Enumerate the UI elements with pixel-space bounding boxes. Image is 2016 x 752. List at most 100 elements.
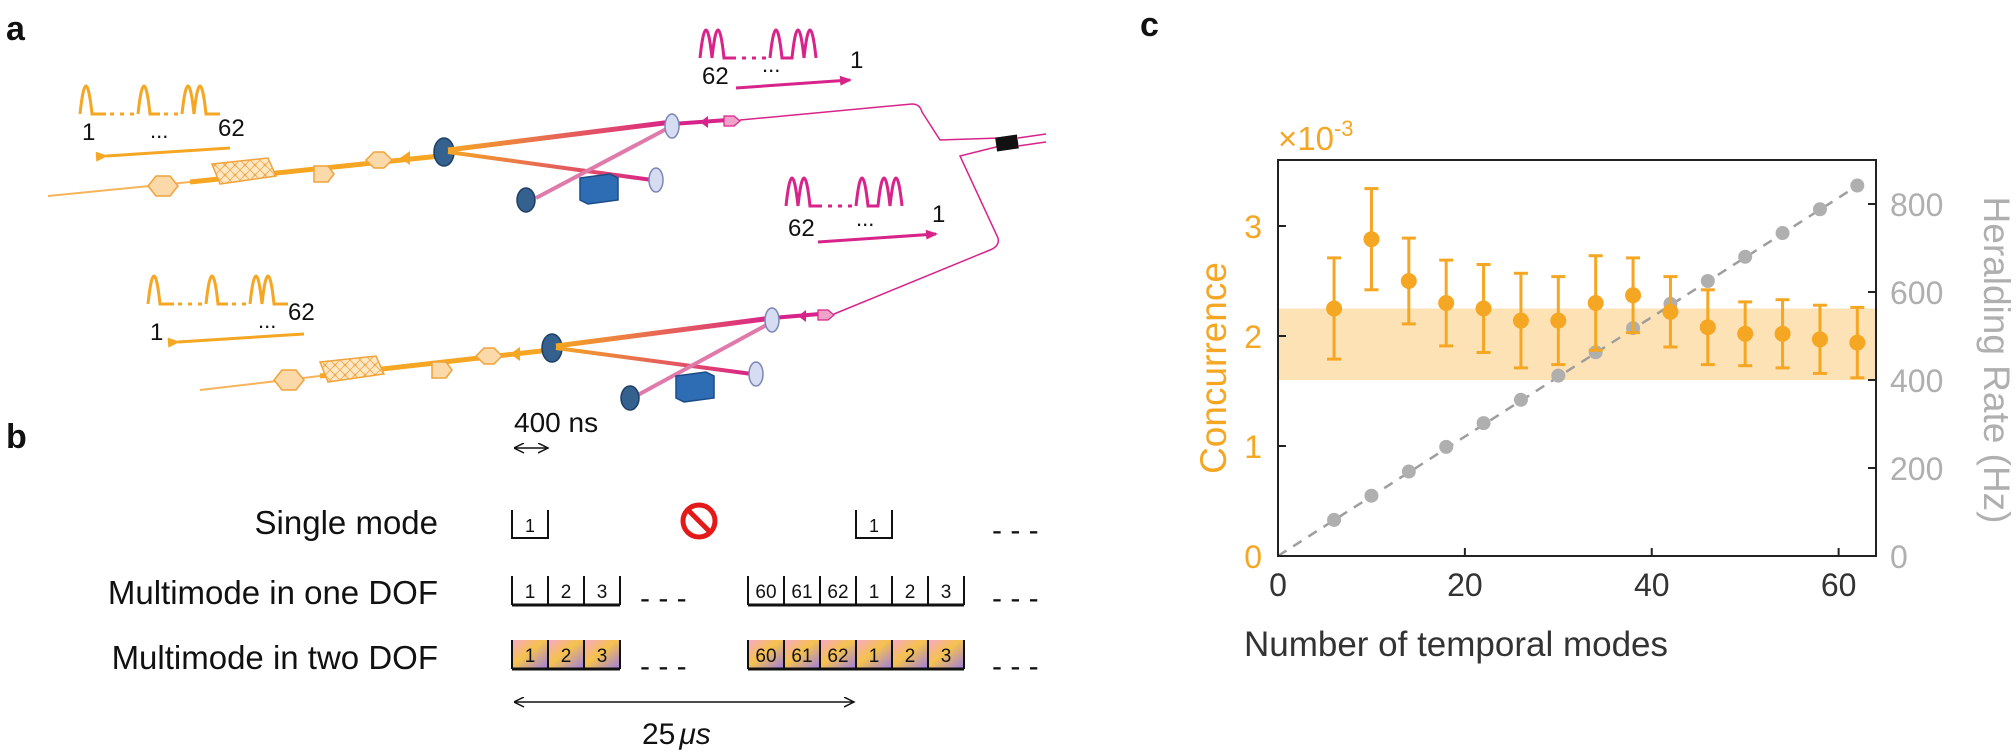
right-tick-label: 0 [1890, 539, 1908, 575]
fiber-top [739, 103, 1001, 141]
row-label-single: Single mode [255, 504, 438, 541]
signal-bottom-first: 62 [788, 215, 815, 242]
beam-bottom-diag [555, 315, 773, 349]
svg-text:1: 1 [525, 646, 536, 667]
concurrence-point [1512, 271, 1529, 370]
mode-cell: 2 [891, 640, 928, 669]
rate-point [1476, 416, 1491, 431]
row-label-multi-two: Multimode in two DOF [112, 639, 438, 676]
mode-cell: 61 [783, 576, 813, 605]
rate-point [1775, 226, 1790, 241]
signal-bottom-dots: ... [856, 206, 874, 231]
svg-text:2: 2 [561, 646, 572, 667]
right-axis-ticks: 0 200 400 600 800 [1868, 187, 1943, 575]
panel-a-setup: 62 ... 1 1 ... 62 62 ... 1 1 ... 62 [47, 28, 1047, 411]
signal-top-dots: ... [762, 52, 780, 77]
mode-cell: 2 [547, 640, 584, 669]
mode-cell: 3 [583, 640, 620, 669]
rate-point [1738, 249, 1753, 264]
concurrence-point [1326, 256, 1343, 361]
beam-bottom-cross-2 [635, 320, 773, 398]
mode-cell: 3 [583, 576, 608, 605]
idler-bottom-arrow [167, 332, 305, 348]
signal-bottom-arrow [817, 229, 938, 244]
mode-cell: 3 [927, 640, 964, 669]
panel-label-b: b [6, 418, 27, 456]
pbs-top [579, 173, 619, 205]
rate-point [1513, 392, 1528, 407]
crystal-top [210, 157, 278, 185]
svg-text:2: 2 [561, 582, 572, 603]
beam-bottom-cross-1 [555, 346, 753, 376]
lens-top-2 [313, 165, 335, 183]
x-tick-label: 60 [1821, 567, 1857, 603]
concurrence-point [1550, 275, 1567, 367]
plot-frame [1277, 159, 1877, 557]
pulse-width-label: 400 ns [514, 407, 598, 438]
rate-point [1327, 512, 1342, 527]
x-tick-label: 40 [1634, 567, 1670, 603]
signal-top-first: 62 [702, 63, 729, 90]
pulse-train-signal-bottom: 62 ... 1 [784, 176, 945, 244]
lens-top-3 [364, 151, 394, 169]
upper-memory-setup [47, 103, 1001, 213]
beam-top-cross-1 [447, 150, 653, 182]
svg-text:3: 3 [597, 582, 608, 603]
svg-text:2: 2 [905, 646, 916, 667]
waveplate-top [400, 151, 410, 165]
lens-top-1 [147, 175, 179, 197]
mode-cell: 3 [927, 576, 951, 605]
concurrence-point [1774, 298, 1791, 370]
fiber-beam-splitter [995, 133, 1047, 152]
x-tick-label: 0 [1269, 567, 1287, 603]
right-tick-label: 400 [1890, 363, 1943, 399]
concurrence-point [1438, 258, 1455, 348]
coupler-top-2 [723, 115, 741, 127]
mode-cell: 1 [855, 640, 892, 669]
pulse-train-signal-top: 62 ... 1 [698, 28, 863, 90]
waveplate-bottom [510, 347, 520, 361]
ellipsis-one-a: - - - [640, 582, 687, 615]
mode-cell: 2 [547, 576, 572, 605]
mode-cell: 1 [511, 640, 548, 669]
concurrence-point [1625, 256, 1642, 335]
idler-bottom-first: 1 [150, 319, 163, 346]
right-tick-label: 600 [1890, 275, 1943, 311]
mode-cell: 60 [747, 640, 784, 669]
svg-text:60: 60 [755, 582, 776, 603]
lower-memory-setup [199, 145, 1001, 411]
rate-point [1700, 274, 1715, 288]
mirror-top-2 [516, 187, 536, 213]
crystal-bottom [318, 355, 386, 383]
svg-text:62: 62 [827, 646, 848, 667]
multimode-one-second-group: 60 61 62 1 2 3 [747, 576, 965, 607]
mirror-bottom-2 [620, 385, 640, 411]
ellipsis-two-a: - - - [640, 650, 687, 683]
x-axis-ticks: 0 20 40 60 [1269, 548, 1856, 603]
single-mode-cell-2: 1 [855, 510, 893, 539]
svg-text:61: 61 [791, 582, 812, 603]
rate-point [1588, 345, 1603, 360]
signal-top-arrow [735, 75, 852, 90]
svg-text:3: 3 [597, 646, 608, 667]
right-axis-label: Heralding Rate (Hz) [1976, 197, 2016, 524]
multimode-two-second-group: 60 61 62 1 2 3 [747, 640, 965, 671]
coupler-top-1 [700, 116, 708, 128]
mode-cell: 62 [819, 640, 856, 669]
left-tick-label: 3 [1244, 209, 1262, 245]
pbs-bottom [675, 371, 715, 403]
x-tick-label: 20 [1447, 567, 1483, 603]
right-tick-label: 800 [1890, 187, 1943, 223]
pulse-train-idler-bottom: 1 ... 62 [146, 274, 315, 348]
mode-cell: 2 [891, 576, 915, 605]
ellipsis-two-b: - - - [992, 650, 1039, 683]
concurrence-point [1475, 263, 1492, 354]
concurrence-point [1363, 187, 1380, 292]
svg-text:3: 3 [941, 646, 952, 667]
single-mode-cell-1: 1 [511, 510, 549, 539]
multimode-two-first-group: 1 2 3 [511, 640, 621, 671]
fiber-bottom [833, 145, 1001, 315]
rate-point [1401, 464, 1416, 479]
mirror-top-4 [664, 113, 680, 139]
signal-bottom-last: 1 [932, 201, 945, 228]
